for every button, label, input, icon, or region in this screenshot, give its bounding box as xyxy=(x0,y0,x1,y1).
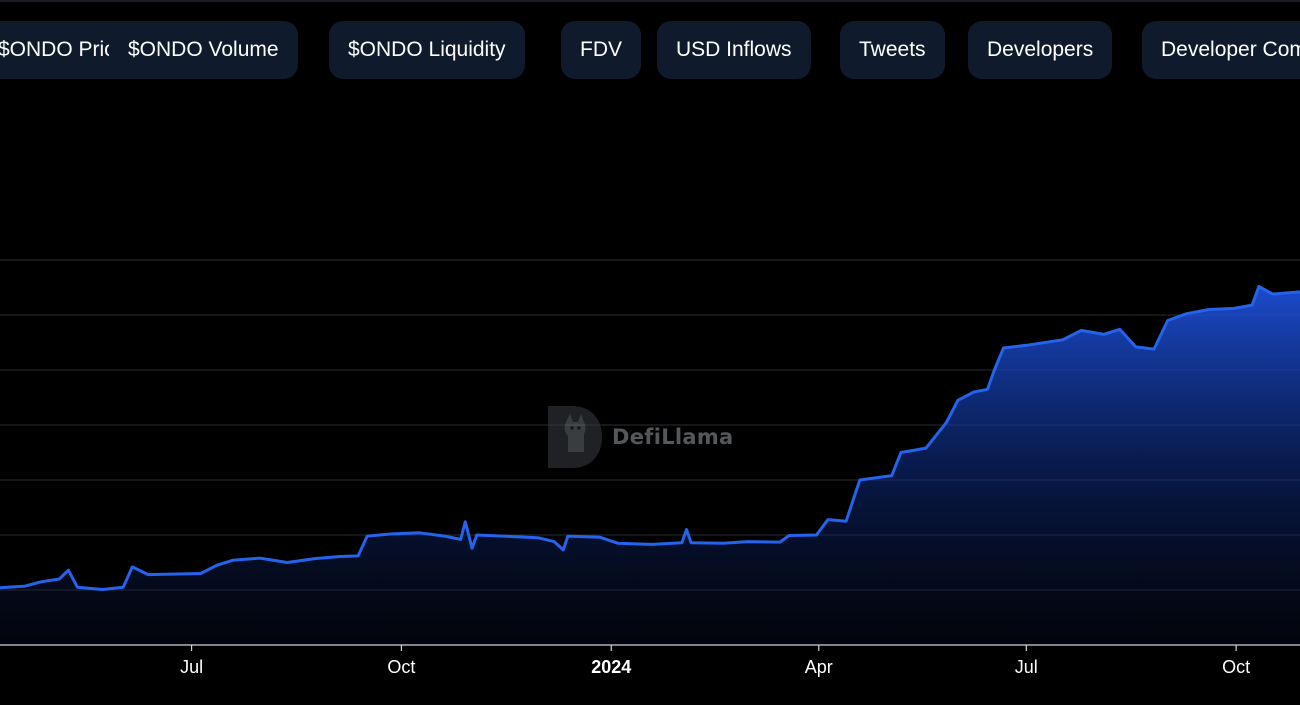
tab-ondo-liquidity[interactable]: $ONDO Liquidity xyxy=(329,21,525,79)
top-divider xyxy=(0,0,1300,2)
x-tick-label-2: 2024 xyxy=(591,657,631,677)
x-tick-label-4: Jul xyxy=(1015,657,1038,677)
tab-developer-commits[interactable]: Developer Commits xyxy=(1142,21,1300,79)
series-area-fill xyxy=(0,286,1300,645)
x-tick-label-0: Jul xyxy=(180,657,203,677)
tab-usd-inflows[interactable]: USD Inflows xyxy=(657,21,811,79)
x-tick-label-5: Oct xyxy=(1222,657,1250,677)
tab-developers[interactable]: Developers xyxy=(968,21,1113,79)
series-line xyxy=(0,284,1300,591)
defillama-logo-icon xyxy=(548,406,602,468)
tab-ondo-volume[interactable]: $ONDO Volume xyxy=(109,21,298,79)
x-tick-label-1: Oct xyxy=(387,657,415,677)
x-tick-label-3: Apr xyxy=(805,657,833,677)
watermark-text: DefiLlama xyxy=(612,425,734,449)
x-axis: Jul Oct 2024 Apr Jul Oct xyxy=(0,644,1300,677)
defillama-watermark: DefiLlama xyxy=(546,404,734,470)
tab-tweets[interactable]: Tweets xyxy=(840,21,945,79)
tab-fdv[interactable]: FDV xyxy=(561,21,641,79)
metric-tab-bar: $ONDO Price $ONDO Volume $ONDO Liquidity… xyxy=(0,21,1300,79)
